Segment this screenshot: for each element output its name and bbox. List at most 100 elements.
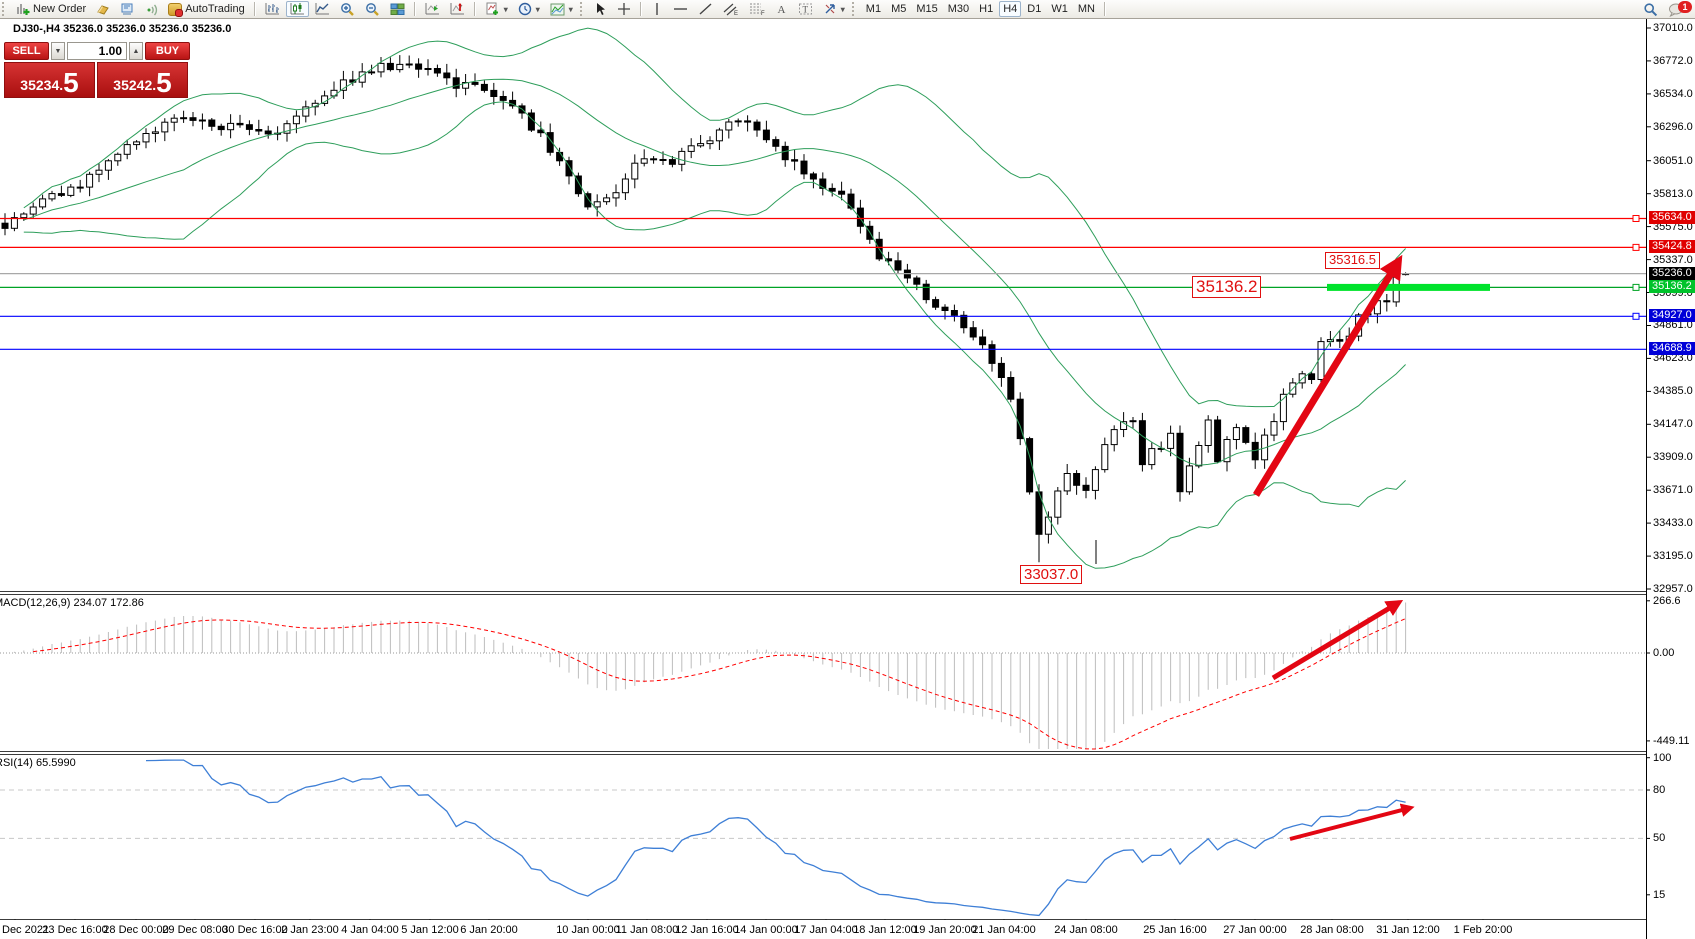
price-tick-label: 37010.0 [1653, 22, 1693, 34]
horizontal-line-icon [673, 8, 687, 10]
signals-button[interactable] [140, 1, 162, 17]
auto-scroll-button[interactable] [421, 1, 444, 17]
trendline-button[interactable] [694, 1, 717, 17]
price-level-badge: 35236.0 [1649, 266, 1695, 280]
time-axis-label: 25 Jan 16:00 [1143, 924, 1207, 936]
volume-input[interactable] [67, 42, 127, 60]
toolbar-separator [413, 2, 416, 16]
new-order-button[interactable]: New Order [12, 1, 90, 17]
sell-price-display[interactable]: 35234. 5 [4, 62, 95, 98]
timeframe-m1-button[interactable]: M1 [862, 1, 885, 17]
target-label[interactable]: 35316.5 [1325, 252, 1380, 269]
text-button[interactable]: A [771, 1, 792, 17]
notifications-button[interactable]: 1 [1664, 1, 1692, 17]
time-axis-label: 1 Feb 20:00 [1453, 924, 1513, 936]
templates-button[interactable]: ▾ [546, 1, 577, 17]
toolbar-separator [473, 2, 476, 16]
chart-candles-button[interactable] [285, 1, 309, 17]
vertical-line-button[interactable] [647, 1, 667, 17]
macd-axis-label: -449.11 [1653, 734, 1690, 747]
rsi-axis-label: 80 [1653, 783, 1666, 796]
sell-button[interactable]: SELL [4, 42, 49, 60]
timeframe-w1-button[interactable]: W1 [1047, 1, 1072, 17]
low-label[interactable]: 33037.0 [1020, 565, 1083, 585]
price-chart-canvas[interactable] [0, 19, 1695, 939]
chart-shift-button[interactable] [446, 1, 469, 17]
toolbar-grip[interactable] [579, 2, 585, 16]
text-label-icon: T [798, 3, 812, 15]
periods-button[interactable]: ▾ [514, 1, 544, 17]
volume-increase-button[interactable]: ▲ [129, 42, 143, 60]
toolbar-grip[interactable] [851, 2, 857, 16]
arrows-button[interactable]: ▾ [819, 1, 849, 17]
macd-axis-label: 0.00 [1653, 647, 1675, 659]
autotrading-button[interactable]: AutoTrading [164, 1, 249, 17]
price-scale[interactable]: 37010.0 36772.0 36534.0 36296.0 36051.0 35813… [1648, 19, 1695, 939]
price-tick-label: 32957.0 [1653, 583, 1693, 596]
time-axis[interactable]: Dec 2021 23 Dec 16:00 28 Dec 00:00 29 Dec 0… [0, 920, 1646, 939]
sell-price-fraction: 5 [63, 67, 79, 98]
zoom-out-button[interactable] [361, 1, 384, 17]
price-level-badge: 35136.2 [1649, 280, 1695, 294]
price-tick-label: 34623.0 [1653, 352, 1693, 365]
price-tick-label: 35813.0 [1653, 187, 1693, 200]
search-button[interactable] [1639, 1, 1662, 17]
chart-title: DJ30-,H4 35236.0 35236.0 35236.0 35236.0 [13, 23, 232, 35]
toolbar-separator [253, 2, 256, 16]
fibonacci-button[interactable]: F [745, 1, 769, 17]
volume-decrease-button[interactable]: ▼ [51, 42, 65, 60]
zoom-in-button[interactable] [336, 1, 359, 17]
timeframe-m30-button[interactable]: M30 [944, 1, 973, 17]
indicators-button[interactable]: ▾ [481, 1, 512, 17]
macd-indicator-label: MACD(12,26,9) 234.07 172.86 [0, 597, 144, 609]
svg-text:A: A [777, 4, 785, 16]
level-label[interactable]: 35136.2 [1192, 276, 1262, 298]
text-label-button[interactable]: T [794, 1, 817, 17]
journal-button[interactable] [92, 1, 114, 17]
text-icon: A [777, 4, 785, 16]
time-axis-label: 11 Jan 08:00 [615, 924, 679, 936]
time-axis-label: 5 Jan 12:00 [401, 924, 459, 936]
tile-windows-button[interactable] [386, 1, 409, 17]
time-axis-label: 10 Jan 00:00 [556, 924, 620, 936]
price-tick-label: 34861.0 [1653, 319, 1693, 332]
timeframe-h1-button[interactable]: H1 [975, 1, 997, 17]
cursor-button[interactable] [590, 1, 611, 17]
metaeditor-button[interactable] [116, 1, 138, 17]
timeframe-mn-button[interactable]: MN [1074, 1, 1099, 17]
time-axis-label: 24 Jan 08:00 [1054, 924, 1118, 936]
toolbar: New Order AutoTrading [0, 0, 1695, 19]
price-tick-label: 33433.0 [1653, 517, 1693, 530]
buy-price-display[interactable]: 35242. 5 [97, 62, 188, 98]
buy-price-main: 35242 [113, 77, 153, 93]
chart-bars-button[interactable] [261, 1, 284, 17]
timeframe-m15-button[interactable]: M15 [912, 1, 941, 17]
time-axis-label: 2 Jan 23:00 [281, 924, 339, 936]
price-tick-label: 36051.0 [1653, 154, 1693, 167]
channel-button[interactable]: E [719, 1, 743, 17]
notification-badge: 1 [1678, 1, 1692, 13]
toolbar-grip[interactable] [2, 2, 7, 16]
zoom-out-icon [365, 2, 379, 16]
rsi-axis-label: 100 [1653, 751, 1672, 764]
time-axis-label: 27 Jan 00:00 [1223, 924, 1287, 936]
candlestick-chart-icon [290, 3, 304, 15]
svg-text:T: T [802, 5, 808, 15]
vertical-line-icon [656, 3, 658, 15]
horizontal-line-button[interactable] [669, 1, 692, 17]
new-order-label: New Order [33, 3, 87, 15]
timeframe-m5-button[interactable]: M5 [887, 1, 910, 17]
timeframe-h4-button[interactable]: H4 [999, 1, 1022, 17]
buy-button[interactable]: BUY [145, 42, 190, 60]
price-tick-label: 36772.0 [1653, 54, 1693, 67]
chart-line-button[interactable] [311, 1, 334, 17]
price-tick-label: 33909.0 [1653, 451, 1693, 464]
auto-scroll-icon [425, 3, 439, 15]
price-tick-label: 36296.0 [1653, 120, 1693, 133]
macd-axis-label: 266.6 [1653, 594, 1681, 607]
timeframe-d1-button[interactable]: D1 [1023, 1, 1045, 17]
one-click-trading-widget: SELL ▼ ▲ BUY 35234.5 35242.5 [4, 42, 190, 98]
metaeditor-icon [121, 3, 133, 15]
crosshair-button[interactable] [613, 1, 635, 17]
svg-text:E: E [734, 11, 738, 16]
